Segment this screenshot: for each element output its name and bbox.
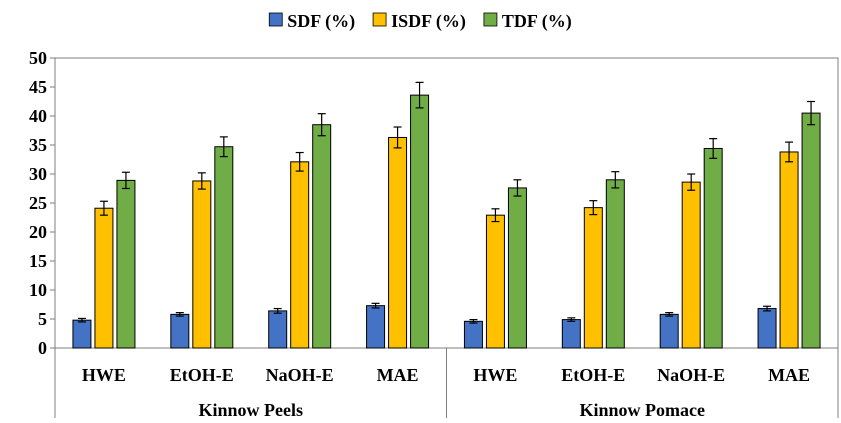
bar: [485, 214, 505, 349]
bar: [605, 179, 625, 349]
bar: [312, 124, 332, 349]
y-tick-label: 45: [29, 77, 47, 97]
bar: [410, 94, 430, 349]
y-tick-label: 35: [29, 135, 47, 155]
y-tick-label: 25: [29, 193, 47, 213]
bar: [170, 313, 190, 349]
bar: [703, 147, 723, 349]
x-tick-label: NaOH-E: [657, 365, 725, 385]
bar: [268, 310, 288, 349]
bar: [72, 319, 92, 349]
bar: [463, 320, 483, 349]
bar: [94, 207, 114, 349]
x-tick-label: MAE: [768, 365, 810, 385]
bar: [366, 305, 386, 349]
bar: [388, 136, 408, 349]
bar: [681, 181, 701, 349]
y-axis: 0 5 10 15 20 25 30 35 40 45 50: [29, 48, 55, 358]
bar: [659, 313, 679, 349]
legend-swatch: [372, 12, 387, 27]
y-tick-label: 20: [29, 222, 47, 242]
y-tick-label: 15: [29, 251, 47, 271]
bar: [801, 112, 821, 349]
x-tick-label: EtOH-E: [170, 365, 234, 385]
bar: [116, 179, 136, 349]
legend-swatch: [483, 12, 498, 27]
x-tick-label: EtOH-E: [561, 365, 625, 385]
x-tick-label: MAE: [377, 365, 419, 385]
x-axis: HWE EtOH-E NaOH-E MAE HWE EtOH-E NaOH-E MAE Kinn…: [54, 348, 839, 420]
y-tick-label: 50: [29, 48, 47, 68]
plot-area: [54, 57, 839, 349]
bar: [507, 187, 527, 349]
x-tick-label: HWE: [473, 365, 517, 385]
x-tick-label: NaOH-E: [266, 365, 334, 385]
bar: [290, 161, 310, 349]
bar: [757, 308, 777, 349]
legend-label: ISDF (%): [391, 11, 466, 32]
x-tick-label: HWE: [82, 365, 126, 385]
legend-label: SDF (%): [287, 11, 355, 32]
bar: [583, 207, 603, 349]
bar: [192, 180, 212, 349]
legend-label: TDF (%): [502, 11, 572, 32]
y-tick-label: 10: [29, 280, 47, 300]
bar: [214, 146, 234, 349]
y-tick-label: 40: [29, 106, 47, 126]
group-label: Kinnow Pomace: [580, 400, 706, 418]
legend-swatch: [268, 12, 283, 27]
group-label: Kinnow Peels: [198, 400, 303, 418]
y-tick-label: 30: [29, 164, 47, 184]
bar: [561, 319, 581, 349]
legend: SDF (%) ISDF (%) TDF (%): [268, 11, 572, 32]
bar: [779, 151, 799, 349]
y-tick-label: 0: [38, 338, 47, 358]
y-tick-label: 5: [38, 309, 47, 329]
